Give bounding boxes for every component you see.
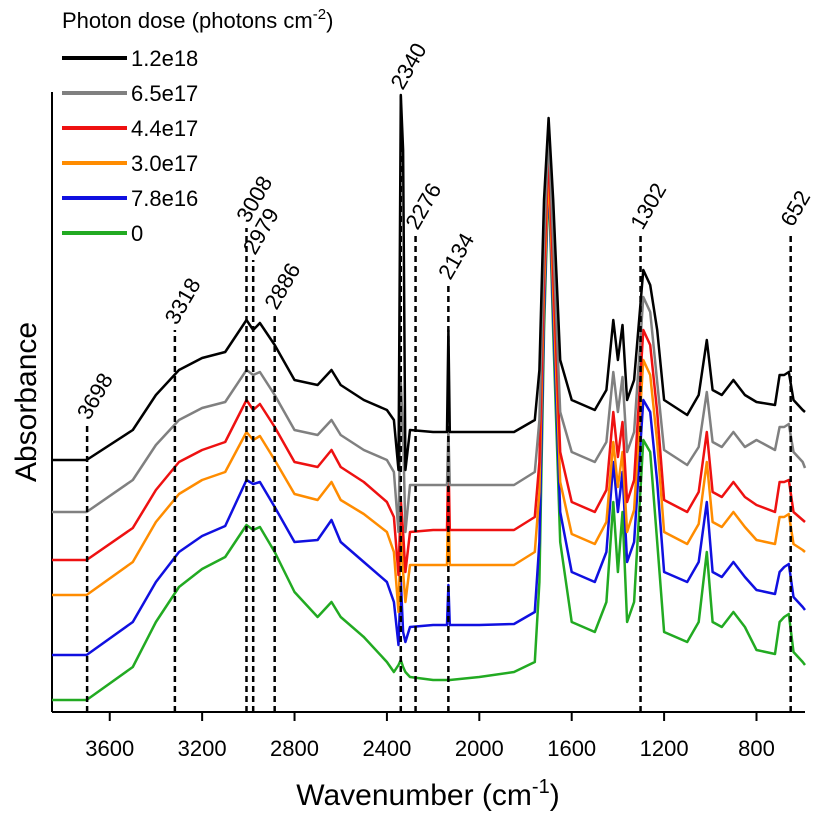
legend-label: 3.0e17	[131, 151, 198, 176]
x-axis-label-sup: -1	[532, 776, 550, 798]
x-axis-label-end: )	[550, 779, 560, 812]
x-tick-label: 2000	[455, 736, 504, 761]
x-tick-label: 3200	[178, 736, 227, 761]
x-tick-label: 1600	[547, 736, 596, 761]
spectrum-line	[52, 93, 806, 472]
x-axis-label: Wavenumber (cm-1)	[296, 776, 559, 812]
x-tick-label: 2800	[270, 736, 319, 761]
x-axis-label-text: Wavenumber (cm	[296, 779, 532, 812]
legend-title: Photon dose (photons cm-2)	[62, 6, 333, 33]
y-axis-label: Absorbance	[10, 322, 43, 482]
x-tick-label: 2400	[362, 736, 411, 761]
legend-title-text: Photon dose (photons cm	[62, 8, 313, 33]
legend-title-end: )	[326, 8, 333, 33]
legend-label: 7.8e16	[131, 186, 198, 211]
x-tick-label: 800	[738, 736, 775, 761]
annotation-label: 2134	[433, 229, 479, 284]
annotation-label: 652	[775, 186, 815, 230]
spectrum-line	[52, 168, 806, 614]
annotation-label: 3698	[72, 369, 118, 424]
legend-label: 6.5e17	[131, 81, 198, 106]
annotation-label: 3318	[160, 274, 206, 329]
x-tick-label: 1200	[640, 736, 689, 761]
spectrum-line	[52, 173, 806, 702]
spectrum-line	[52, 170, 806, 657]
legend-title-sup: -2	[313, 6, 326, 23]
legend-label: 1.2e18	[131, 46, 198, 71]
annotation-label: 1302	[625, 179, 671, 234]
legend-label: 0	[131, 221, 143, 246]
annotation-label: 2886	[259, 259, 305, 314]
annotation-label: 2340	[385, 39, 431, 94]
annotation-label: 2276	[400, 179, 446, 234]
x-tick-label: 3600	[85, 736, 134, 761]
legend-label: 4.4e17	[131, 116, 198, 141]
